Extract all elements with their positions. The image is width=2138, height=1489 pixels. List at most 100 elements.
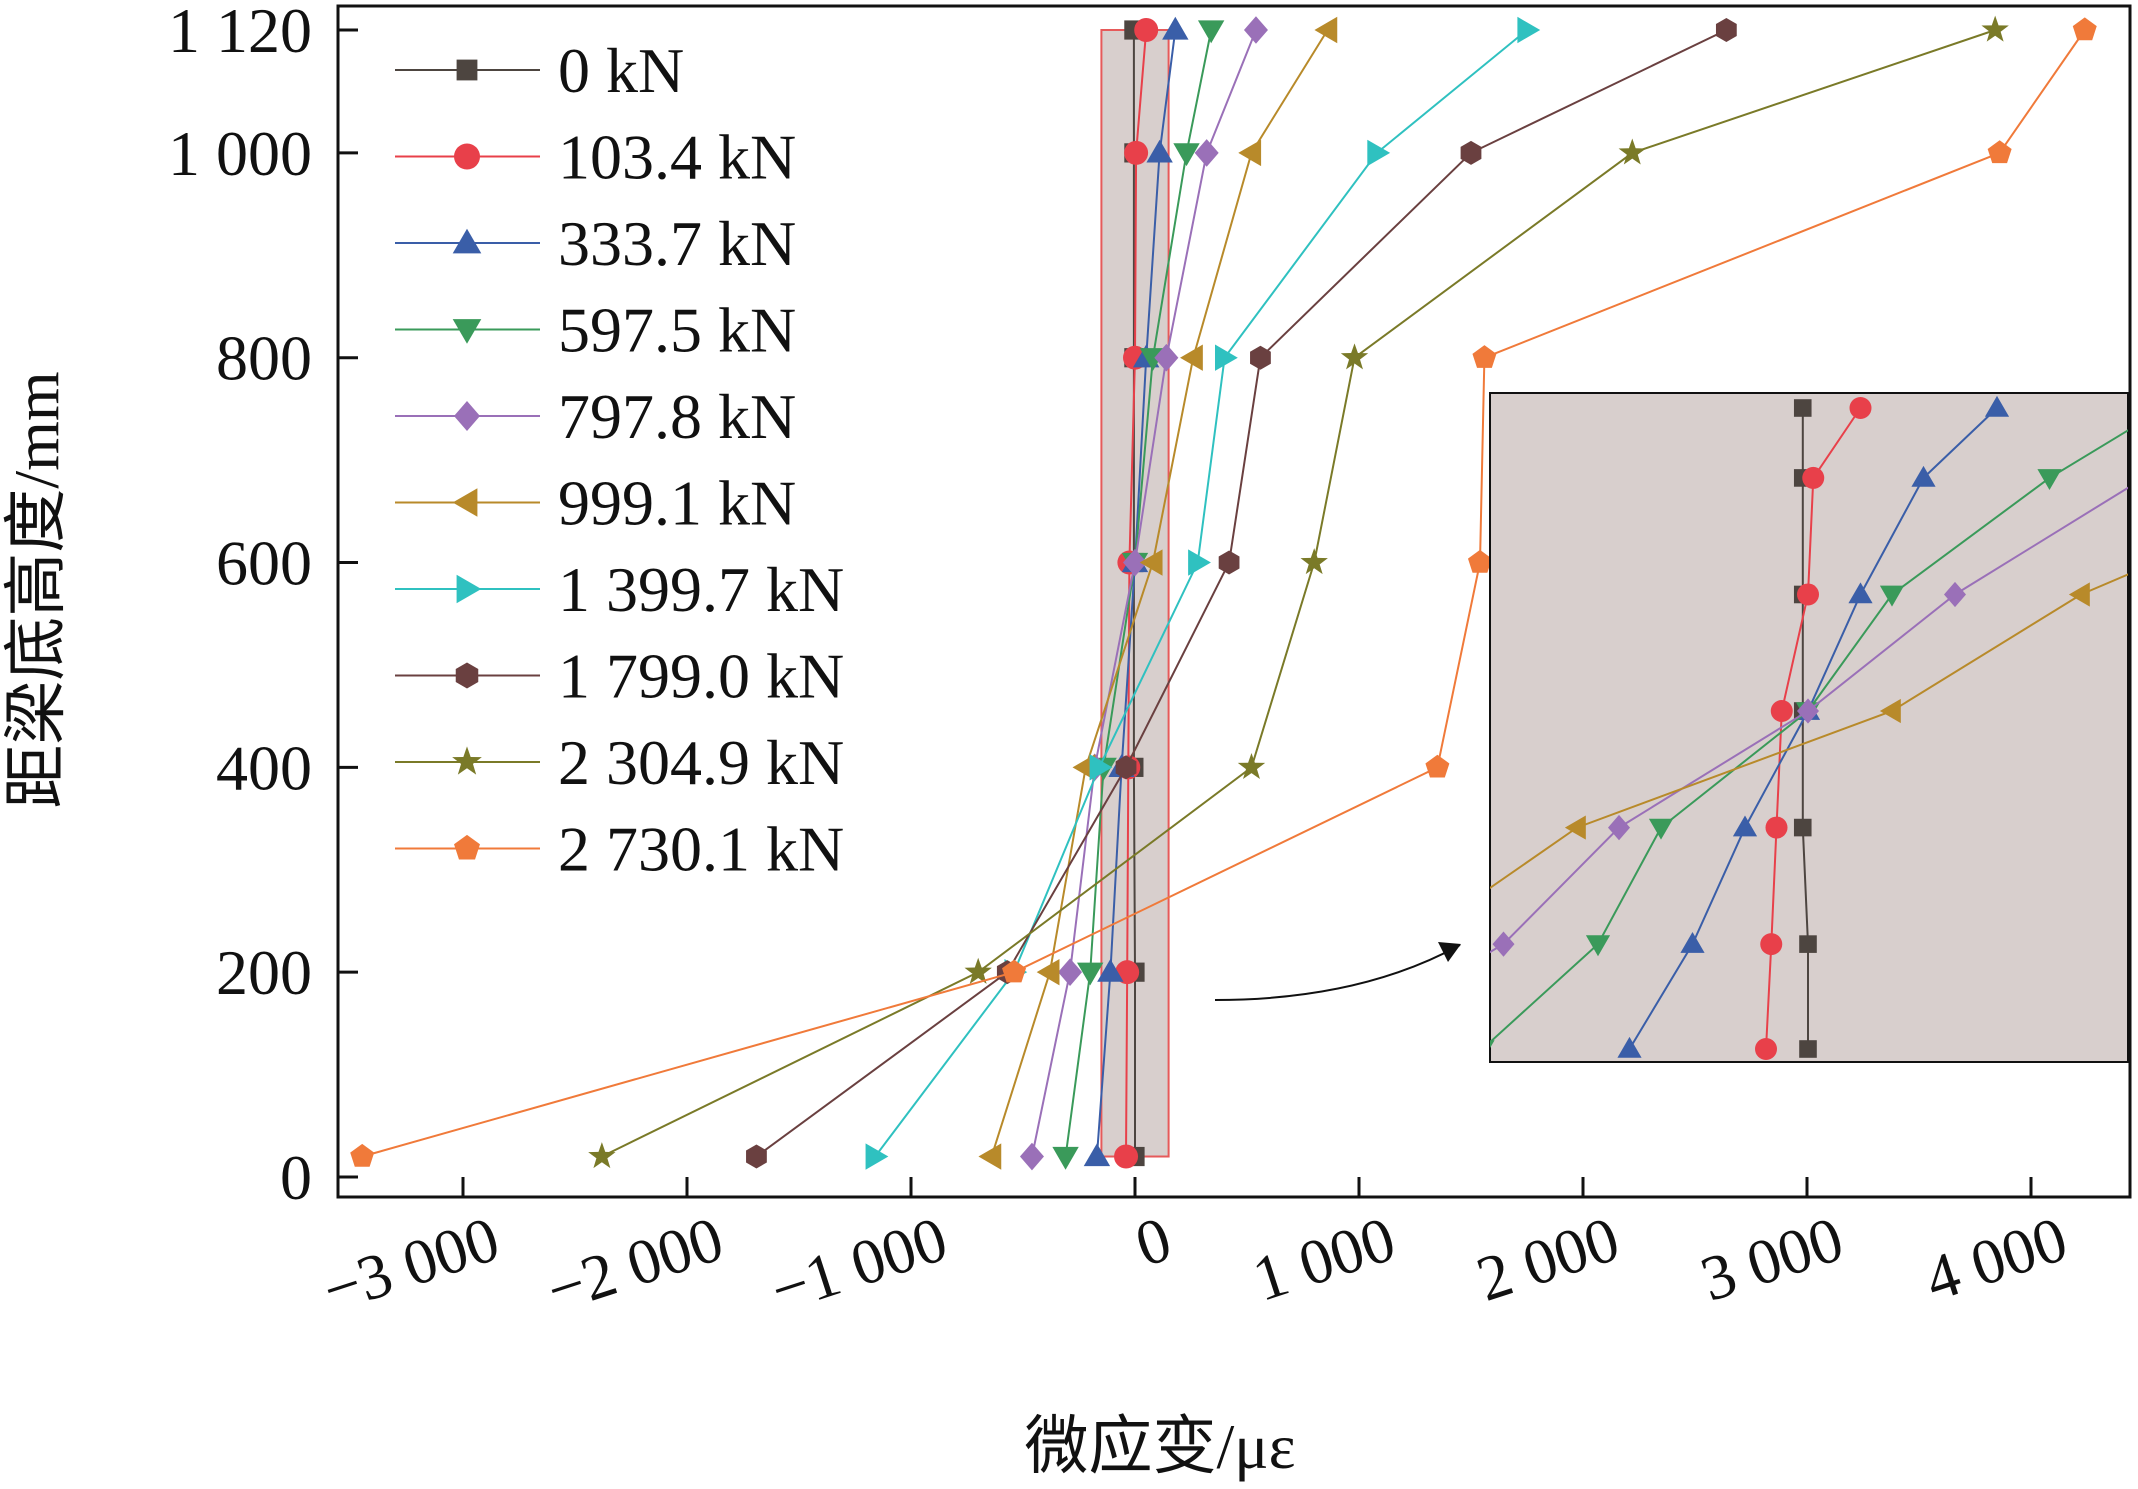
- inset-series-5: [1397, 573, 2128, 956]
- data-point: [1250, 345, 1271, 370]
- data-point: [964, 957, 992, 984]
- y-tick-label: 1 120: [168, 0, 312, 66]
- data-point: [1460, 140, 1482, 165]
- inset-data-point: [1849, 397, 1872, 419]
- inset-data-point: [1492, 931, 1515, 957]
- data-point: [1077, 962, 1104, 986]
- x-tick-label: 4 000: [1916, 1203, 2075, 1315]
- plot-area: [350, 15, 2097, 1171]
- legend-label: 1 799.0 kN: [558, 641, 844, 712]
- x-tick-label: 0: [1127, 1203, 1179, 1280]
- data-point: [1218, 550, 1240, 575]
- data-point: [1425, 754, 1450, 778]
- legend-marker: [452, 488, 478, 517]
- y-tick-label: 400: [216, 732, 312, 803]
- data-point: [1002, 959, 1027, 983]
- inset-data-point: [1765, 816, 1788, 839]
- inset-data-point: [1770, 700, 1793, 723]
- legend: 0 kN 103.4 kN 333.7 kN 597.5 kN 797.8 kN 999.…: [395, 35, 844, 885]
- series-line: [1132, 30, 1136, 1157]
- legend-marker: [455, 662, 479, 689]
- data-point: [588, 1142, 616, 1169]
- inset-data-point: [1797, 583, 1819, 606]
- data-point: [1115, 755, 1137, 780]
- data-point: [1987, 140, 2012, 164]
- inset-series: [1314, 395, 2128, 1061]
- data-point: [1517, 16, 1541, 44]
- inset-data-point: [1680, 932, 1705, 953]
- data-point: [1467, 549, 1492, 573]
- data-point: [1083, 1143, 1111, 1167]
- data-point: [746, 1144, 767, 1169]
- data-point: [1238, 139, 1262, 167]
- data-point: [1058, 958, 1083, 986]
- inset-data-point: [2068, 582, 2090, 607]
- inset-data-point: [1490, 1040, 1495, 1049]
- data-point: [1036, 958, 1060, 986]
- legend-label: 597.5 kN: [558, 295, 796, 366]
- data-point: [1146, 139, 1173, 163]
- data-point: [1124, 140, 1149, 165]
- data-point: [1154, 343, 1179, 372]
- inset-data-point: [1397, 932, 1418, 956]
- data-point: [1715, 18, 1737, 42]
- inset-data-point: [1799, 1040, 1817, 1058]
- inset-series-1: [1755, 397, 1872, 1060]
- x-axis-title: 微应变/με: [1025, 1411, 1296, 1482]
- inset-data-point: [1648, 818, 1674, 840]
- inset-data-point: [1314, 1036, 1336, 1061]
- inset-data-point: [1608, 814, 1630, 841]
- legend-label: 999.1 kN: [558, 468, 796, 539]
- data-point: [1097, 958, 1124, 982]
- legend-label: 1 399.7 kN: [558, 554, 844, 625]
- inset-data-point: [1879, 698, 1901, 724]
- data-point: [1019, 1142, 1044, 1171]
- data-point: [1162, 16, 1189, 40]
- data-point: [1134, 18, 1159, 42]
- inset-data-point: [1760, 933, 1783, 956]
- x-tick-label: 1 000: [1244, 1203, 1403, 1315]
- x-tick-label: 3 000: [1692, 1203, 1851, 1315]
- series-9: [350, 17, 2097, 1167]
- inset-data-point: [1755, 1038, 1777, 1060]
- data-point: [1314, 16, 1338, 44]
- inset-data-point: [1617, 1036, 1642, 1058]
- x-tick-label: −3 000: [314, 1203, 507, 1326]
- series-5: [978, 16, 1338, 1170]
- data-point: [1472, 345, 1497, 368]
- y-tick-label: 600: [216, 528, 312, 599]
- data-point: [1340, 343, 1369, 370]
- inset-data-point: [1944, 581, 1966, 608]
- legend-marker: [456, 59, 478, 81]
- series-8: [588, 15, 2009, 1169]
- inset-data-point: [1793, 399, 1812, 417]
- data-point: [1300, 548, 1328, 575]
- inset-data-point: [1793, 818, 1812, 837]
- inset-arrow-head: [1438, 942, 1461, 962]
- data-point: [1237, 752, 1266, 780]
- legend-marker: [454, 834, 480, 860]
- data-point: [1139, 549, 1163, 576]
- data-point: [1367, 139, 1391, 167]
- legend-label: 0 kN: [558, 35, 684, 106]
- data-point: [1243, 16, 1268, 44]
- legend-marker: [452, 746, 482, 775]
- data-point: [1981, 15, 2009, 42]
- legend-label: 797.8 kN: [558, 381, 796, 452]
- inset-data-point: [1984, 395, 2010, 417]
- inset-zoom-panel: [1214, 392, 2129, 1063]
- data-point: [1618, 138, 1646, 165]
- legend-marker: [452, 228, 482, 254]
- y-tick-label: 1 000: [168, 118, 312, 189]
- x-tick-label: −1 000: [762, 1203, 955, 1326]
- data-point: [350, 1143, 375, 1167]
- legend-marker: [454, 143, 480, 170]
- inset-data-point: [1911, 465, 1936, 487]
- series-line: [874, 29, 1528, 1158]
- legend-marker: [454, 401, 480, 431]
- y-tick-label: 200: [216, 937, 312, 1008]
- inset-data-point: [1799, 935, 1817, 953]
- data-point: [1188, 549, 1211, 576]
- inset-data-point: [1732, 815, 1758, 837]
